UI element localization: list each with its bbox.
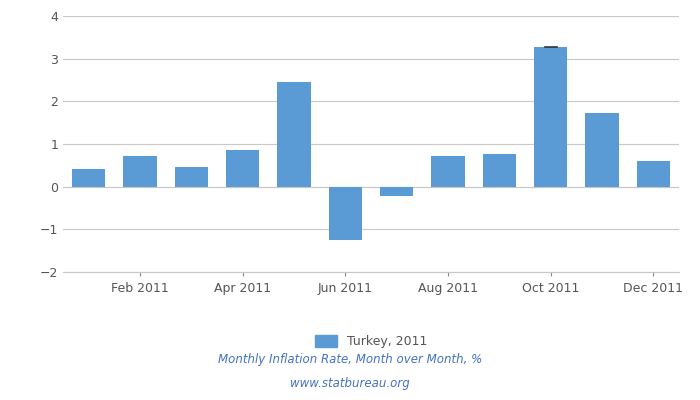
Bar [72, 169, 105, 187]
Bar [431, 156, 465, 187]
Text: Monthly Inflation Rate, Month over Month, %: Monthly Inflation Rate, Month over Month… [218, 354, 482, 366]
Bar [277, 82, 311, 187]
Bar [637, 162, 670, 187]
Bar [123, 156, 157, 187]
Bar [534, 47, 567, 187]
Bar [174, 168, 208, 187]
Legend: Turkey, 2011: Turkey, 2011 [314, 334, 428, 348]
Bar [226, 150, 259, 187]
Bar [483, 154, 516, 187]
Text: www.statbureau.org: www.statbureau.org [290, 378, 410, 390]
Bar [328, 187, 362, 240]
Bar [585, 113, 619, 187]
Bar [380, 187, 413, 196]
